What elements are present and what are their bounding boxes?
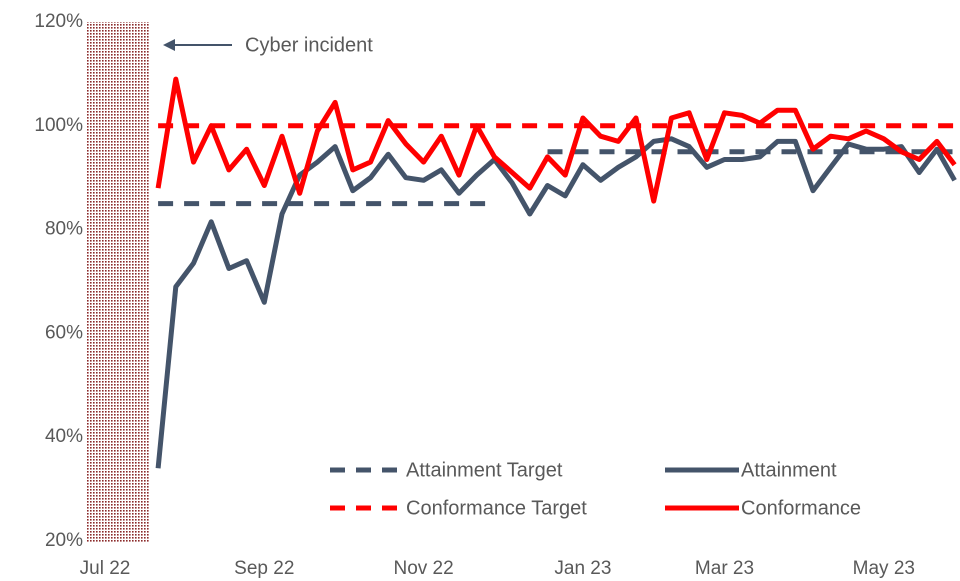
y-tick-label: 100% <box>34 115 83 136</box>
x-tick-label: Jul 22 <box>80 558 131 579</box>
annotation-text: Cyber incident <box>245 34 373 56</box>
y-tick-label: 120% <box>34 11 83 32</box>
x-tick-label: May 23 <box>853 558 915 579</box>
legend-item: Attainment <box>665 459 837 481</box>
x-tick-label: Jan 23 <box>554 558 611 579</box>
legend-item: Conformance <box>665 497 861 519</box>
annotation-arrowhead <box>163 39 175 51</box>
legend-label: Conformance Target <box>406 497 587 519</box>
incident-shading <box>86 22 150 542</box>
annotation: Cyber incident <box>163 34 373 56</box>
series-line <box>155 76 957 204</box>
x-tick-label: Mar 23 <box>695 558 754 579</box>
legend-item: Conformance Target <box>330 497 587 519</box>
x-tick-label: Sep 22 <box>234 558 294 579</box>
series-line <box>155 136 957 469</box>
y-tick-label: 40% <box>45 426 83 447</box>
legend-item: Attainment Target <box>330 459 563 481</box>
plot <box>155 76 957 469</box>
y-tick-label: 80% <box>45 219 83 240</box>
series-line <box>158 149 955 207</box>
legend-label: Attainment <box>741 459 837 481</box>
y-tick-label: 20% <box>45 530 83 551</box>
legend-label: Conformance <box>741 497 861 519</box>
y-tick-label: 60% <box>45 322 83 343</box>
x-tick-label: Nov 22 <box>393 558 453 579</box>
legend-label: Attainment Target <box>406 459 563 481</box>
